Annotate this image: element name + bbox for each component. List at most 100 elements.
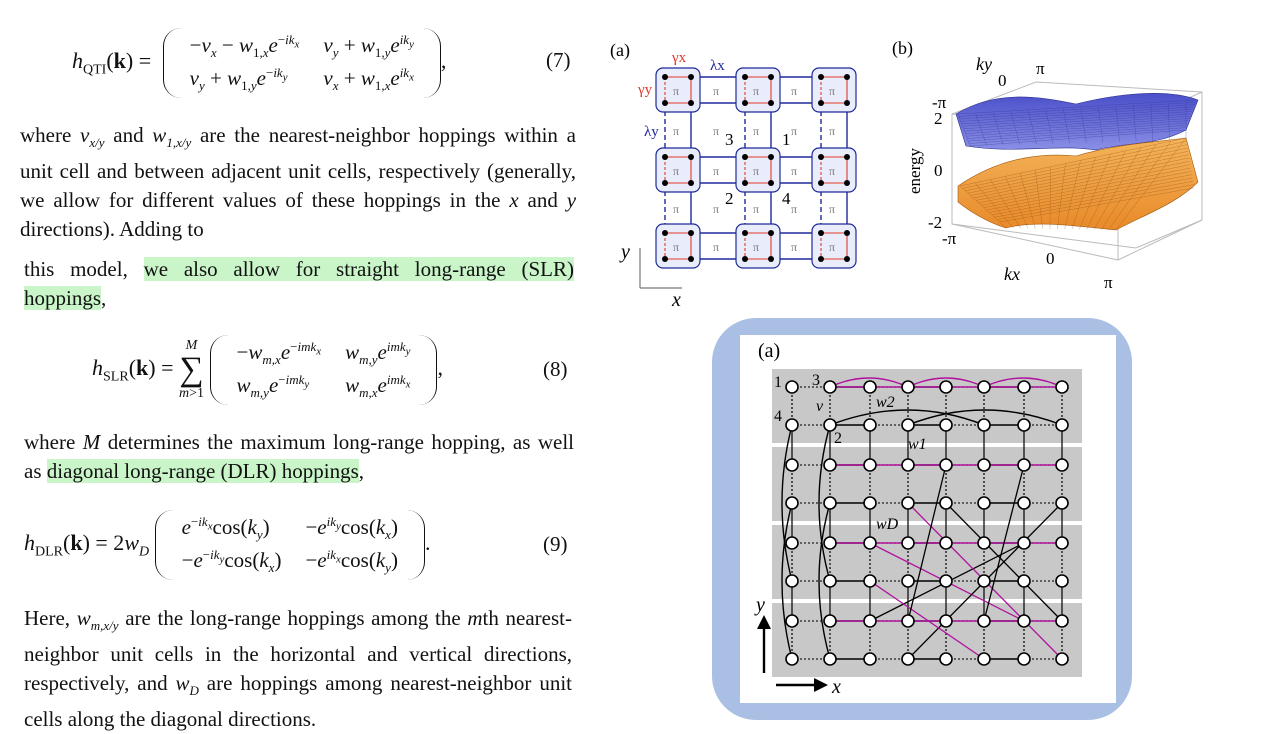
para2-post: , — [101, 286, 106, 310]
plaquette-pi-label: π — [673, 124, 679, 138]
lambda-y-label: λy — [644, 124, 659, 140]
lattice-site-open — [1018, 497, 1030, 509]
cell-pi-label: π — [673, 240, 679, 254]
lattice-site-open — [786, 497, 798, 509]
kx-zero: 0 — [1046, 249, 1055, 268]
lattice-site-open — [978, 653, 990, 665]
lattice-site — [742, 180, 748, 186]
unit-cell-block — [1004, 447, 1082, 521]
lattice-site-open — [864, 459, 876, 471]
hop-wD-label: wD — [876, 516, 899, 533]
lattice-site-open — [940, 459, 952, 471]
lattice-site-open — [1018, 537, 1030, 549]
lattice-site — [818, 256, 824, 262]
lattice-site — [742, 230, 748, 236]
lattice-site — [662, 256, 668, 262]
energy-tick-minus-2: -2 — [928, 213, 942, 232]
para1-text-d: and — [519, 188, 567, 212]
cell-pi-label: π — [753, 240, 759, 254]
para1-text-b: and — [105, 123, 153, 147]
equation-8-number: (8) — [543, 357, 568, 382]
lattice-site — [844, 74, 850, 80]
lattice-site-open — [1056, 653, 1068, 665]
lattice-site-open — [940, 615, 952, 627]
axis-y-label: y — [619, 241, 630, 263]
cell-pi-label: π — [829, 240, 835, 254]
lattice-site — [768, 154, 774, 160]
lattice-site-open — [940, 653, 952, 665]
lattice-site — [688, 180, 694, 186]
band-structure-figure-b: (b) ky 0 π -π energy 2 0 -2 -π 0 kx π — [886, 34, 1206, 296]
lattice-site-open — [1018, 653, 1030, 665]
highlight-dlr: diagonal long-range (DLR) hoppings — [47, 459, 359, 483]
unit-cell-block — [926, 447, 1004, 521]
site-4-label: 4 — [782, 189, 791, 208]
para2-pre: this model, — [24, 257, 144, 281]
lattice-site — [844, 230, 850, 236]
plaquette-pi-label: π — [713, 124, 719, 138]
lattice-site — [818, 74, 824, 80]
plaquette-pi-label: π — [791, 84, 797, 98]
unit-cell-block — [850, 603, 928, 677]
fig-a-label: (a) — [610, 40, 630, 61]
axis-x-bottom: x — [831, 676, 841, 698]
cell-pi-label: π — [829, 164, 835, 178]
paragraph-1: where vx/y and w1,x/y are the nearest-ne… — [20, 121, 576, 244]
gamma-y-label: γy — [637, 82, 653, 98]
lattice-site — [688, 230, 694, 236]
plaquette-pi-label: π — [791, 164, 797, 178]
long-range-lattice-figure: (a) 1 3 4 2 v w2 w1 wD y x — [740, 335, 1116, 703]
lattice-site — [662, 100, 668, 106]
lattice-site-open — [1018, 575, 1030, 587]
hop-w2-label: w2 — [876, 394, 895, 411]
equation-9-number: (9) — [543, 532, 568, 557]
lattice-site-open — [786, 537, 798, 549]
lattice-site — [818, 230, 824, 236]
hop-w1-label: w1 — [908, 436, 927, 453]
lattice-site — [818, 154, 824, 160]
lattice-site-open — [978, 575, 990, 587]
equation-9: hDLR(k) = 2wD e−ikxcos(ky) −eikycos(kx) … — [24, 510, 430, 580]
lattice-site-open — [824, 381, 836, 393]
lattice-site-open — [1056, 497, 1068, 509]
plaquette-pi-label: π — [713, 164, 719, 178]
lattice-site-open — [1056, 537, 1068, 549]
lattice-site-open — [902, 653, 914, 665]
axis-x-label: x — [671, 289, 681, 306]
site-3-label: 3 — [725, 130, 734, 149]
lattice-site-open — [902, 575, 914, 587]
lattice-site-open — [1018, 381, 1030, 393]
para3-post: , — [359, 459, 364, 483]
lattice-site-open — [786, 419, 798, 431]
para3-M: M — [83, 430, 101, 454]
lattice-site-open — [824, 497, 836, 509]
plaquette-pi-label: π — [713, 84, 719, 98]
lattice-site-open — [1056, 419, 1068, 431]
para1-text-a: where — [20, 123, 80, 147]
site-4-label-b: 4 — [774, 408, 782, 425]
equation-7: hQTI(k) = −vx − w1,xe−ikx vy + w1,yeiky … — [72, 28, 446, 98]
ky-pi: π — [1036, 59, 1045, 78]
lattice-site — [844, 256, 850, 262]
lattice-site-open — [1056, 615, 1068, 627]
lattice-site — [768, 180, 774, 186]
plaquette-pi-label: π — [673, 202, 679, 216]
lattice-site-open — [1018, 615, 1030, 627]
lattice-site — [688, 100, 694, 106]
axis-y-bottom: y — [754, 594, 765, 616]
paragraph-3: where M determines the maximum long-rang… — [24, 428, 574, 486]
plaquette-pi-label: π — [791, 240, 797, 254]
lattice-site — [768, 100, 774, 106]
lattice-site-open — [902, 497, 914, 509]
unit-cell-block — [850, 447, 928, 521]
lattice-site-open — [824, 459, 836, 471]
lower-band-surface — [958, 138, 1198, 230]
lattice-site — [662, 154, 668, 160]
kx-label: kx — [1004, 264, 1020, 284]
lattice-site — [688, 74, 694, 80]
lattice-site-open — [902, 459, 914, 471]
paragraph-2: this model, we also allow for straight l… — [24, 255, 574, 313]
cell-pi-label: π — [829, 84, 835, 98]
site-2-label: 2 — [725, 189, 734, 208]
